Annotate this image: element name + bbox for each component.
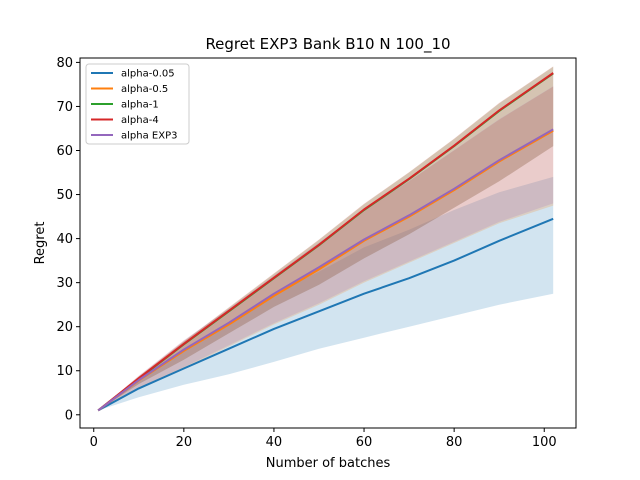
legend-label-alpha-1: alpha-1 xyxy=(121,100,159,111)
x-tick-label: 40 xyxy=(266,435,283,450)
line-alpha-0-05 xyxy=(97,217,554,412)
chart-title: Regret EXP3 Bank B10 N 100_10 xyxy=(205,35,450,54)
x-tick-label: 20 xyxy=(176,435,193,450)
series-lines xyxy=(97,72,554,412)
y-tick-label: 10 xyxy=(56,364,73,379)
y-tick-label: 30 xyxy=(56,276,73,291)
band-alpha-0-5 xyxy=(98,86,554,411)
y-tick-label: 60 xyxy=(56,144,73,159)
legend-box xyxy=(85,63,190,145)
x-tick-label: 0 xyxy=(90,435,98,450)
line-alpha-4 xyxy=(97,72,554,412)
y-axis-label: Regret xyxy=(33,222,48,265)
y-tick-label: 50 xyxy=(56,188,73,203)
band-alpha-0-05 xyxy=(98,176,554,411)
x-tick-label: 80 xyxy=(446,435,463,450)
line-alpha-exp3 xyxy=(97,128,554,412)
y-tick-label: 70 xyxy=(56,100,73,115)
x-axis-label: Number of batches xyxy=(266,456,391,471)
legend-label-alpha-exp3: alpha EXP3 xyxy=(121,131,177,142)
legend-label-alpha-4: alpha-4 xyxy=(121,115,159,126)
legend-label-alpha-0-5: alpha-0.5 xyxy=(121,84,168,95)
x-axis-ticks: 0 20 40 60 80 100 xyxy=(90,428,557,450)
y-tick-label: 20 xyxy=(56,320,73,335)
y-tick-label: 80 xyxy=(56,56,73,71)
band-alpha-exp3 xyxy=(98,86,554,411)
y-tick-label: 40 xyxy=(56,232,73,247)
x-tick-label: 60 xyxy=(356,435,373,450)
y-tick-label: 0 xyxy=(65,408,73,423)
legend-label-alpha-0-05: alpha-0.05 xyxy=(121,69,175,80)
y-axis-ticks: 0 10 20 30 40 50 60 70 80 xyxy=(56,56,80,423)
plot-frame xyxy=(79,57,577,429)
x-tick-label: 100 xyxy=(532,435,557,450)
legend: alpha-0.05 alpha-0.5 alpha-1 alpha-4 alpha E… xyxy=(85,63,190,145)
